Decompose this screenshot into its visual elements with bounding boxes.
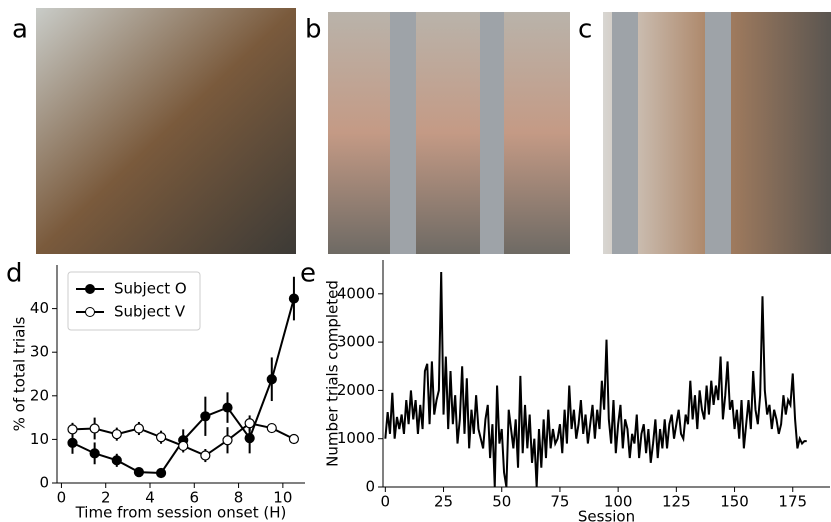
y-tick-label: 40 <box>30 299 49 317</box>
marker <box>155 467 167 479</box>
x-axis-label: Time from session onset (H) <box>75 504 287 522</box>
y-tick-label: 1000 <box>337 429 375 447</box>
marker <box>288 433 300 445</box>
marker <box>67 437 78 448</box>
y-axis-label: % of total trials <box>11 316 29 431</box>
y-tick-label: 2000 <box>337 381 375 399</box>
legend-label: Subject V <box>114 303 186 321</box>
x-tick-label: 175 <box>778 493 807 511</box>
x-tick-label: 0 <box>381 493 391 511</box>
legend-marker <box>85 284 95 294</box>
marker <box>178 440 189 452</box>
marker <box>89 448 100 459</box>
marker <box>111 429 122 440</box>
x-tick-label: 75 <box>550 493 569 511</box>
bars-b <box>390 12 504 254</box>
panel-label: a <box>12 15 28 45</box>
y-tick-label: 20 <box>30 386 49 404</box>
bars-c <box>612 12 731 254</box>
marker <box>222 402 233 413</box>
marker <box>200 450 211 461</box>
x-tick-label: 4 <box>145 489 155 507</box>
marker <box>266 374 277 385</box>
y-tick-label: 3000 <box>337 333 375 351</box>
x-tick-label: 150 <box>720 493 749 511</box>
y-tick-label: 4000 <box>337 284 375 302</box>
marker <box>133 467 145 478</box>
marker <box>288 293 300 304</box>
x-tick-label: 25 <box>434 493 453 511</box>
marker <box>222 435 233 446</box>
marker <box>244 432 255 444</box>
legend-label: Subject O <box>114 280 187 298</box>
marker <box>200 411 211 422</box>
x-tick-label: 10 <box>273 489 292 507</box>
marker <box>155 432 167 443</box>
photo-b <box>328 12 570 254</box>
photo-a <box>36 8 296 254</box>
x-tick-label: 6 <box>190 489 200 507</box>
x-tick-label: 125 <box>662 493 691 511</box>
y-tick-label: 0 <box>365 478 375 496</box>
panel-label: b <box>305 15 322 45</box>
x-tick-label: 100 <box>604 493 633 511</box>
y-tick-label: 0 <box>39 474 49 492</box>
marker <box>133 423 145 434</box>
x-tick-label: 8 <box>234 489 244 507</box>
panel-label: d <box>6 259 23 289</box>
marker <box>89 423 100 434</box>
marker <box>67 424 78 435</box>
y-tick-label: 30 <box>30 343 49 361</box>
line <box>384 272 807 488</box>
y-axis-label: Number trials completed <box>324 280 342 467</box>
panel-label: c <box>578 15 592 45</box>
marker <box>266 422 277 434</box>
x-axis-label: Session <box>578 508 635 522</box>
marker <box>244 418 255 429</box>
legend-box <box>67 271 201 331</box>
panel-label: e <box>300 259 316 289</box>
marker <box>111 455 122 466</box>
x-tick-label: 2 <box>101 489 111 507</box>
legend-marker <box>85 307 95 317</box>
y-tick-label: 10 <box>30 430 49 448</box>
x-tick-label: 0 <box>57 489 67 507</box>
x-tick-label: 50 <box>492 493 511 511</box>
